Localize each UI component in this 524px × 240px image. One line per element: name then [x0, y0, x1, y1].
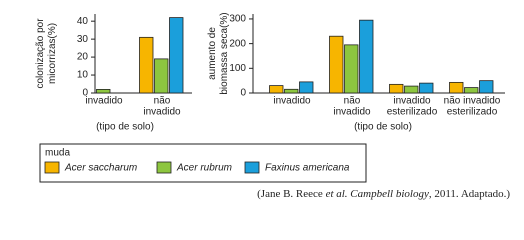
bar — [344, 44, 359, 94]
legend-label: Acer rubrum — [176, 163, 232, 174]
y-tick-label: 300 — [229, 14, 246, 25]
x-tick-label: não — [154, 96, 171, 107]
y-tick-label: 10 — [77, 70, 89, 81]
x-tick-label: invadido — [85, 96, 123, 107]
legend-label: Faxinus americana — [265, 163, 350, 174]
y-axis-label-line: colonização por — [35, 18, 46, 89]
y-tick-label: 0 — [240, 88, 246, 99]
bar — [449, 81, 464, 94]
x-tick-label: invadido — [143, 107, 181, 118]
bar — [359, 19, 374, 94]
x-tick-label: não invadido — [444, 96, 501, 107]
legend-label: Acer saccharum — [64, 163, 137, 174]
citation: (Jane B. Reece et al. Campbell biology, … — [257, 188, 510, 200]
bar — [329, 35, 344, 94]
y-axis-label: colonização pormicorrizas(%) — [35, 18, 58, 89]
bar — [139, 36, 154, 94]
y-tick-label: 0 — [82, 88, 88, 99]
bar — [389, 83, 404, 94]
citation-part: (Jane B. Reece — [257, 188, 325, 200]
y-tick-label: 200 — [229, 38, 246, 49]
legend-swatch — [244, 161, 260, 174]
bar — [284, 88, 299, 94]
figure: muda (Jane B. Reece et al. Campbell biol… — [35, 12, 511, 200]
x-tick-label: esterilizado — [447, 107, 498, 118]
bar — [419, 82, 434, 94]
y-axis-label-line: micorrizas(%) — [47, 23, 58, 84]
bar — [154, 58, 169, 94]
bar — [169, 17, 184, 94]
x-tick-label: esterilizado — [387, 107, 438, 118]
x-tick-label: invadido — [273, 96, 311, 107]
y-axis-label-line: biomassa seca(%) — [219, 12, 230, 94]
y-tick-label: 20 — [77, 52, 89, 63]
bar — [269, 85, 284, 94]
y-tick-label: 30 — [77, 34, 89, 45]
x-tick-label: não — [344, 96, 361, 107]
bar — [96, 89, 111, 94]
citation-part: et al. Campbell biology — [326, 188, 429, 200]
bar — [464, 87, 479, 94]
citation-part: , 2011. Adaptado.) — [429, 188, 510, 200]
x-axis-label: (tipo de solo) — [354, 122, 412, 133]
legend-swatch — [44, 161, 60, 174]
bar — [404, 85, 419, 94]
y-axis-label: aumento debiomassa seca(%) — [207, 12, 230, 94]
x-axis-label: (tipo de solo) — [96, 122, 154, 133]
page: muda (Jane B. Reece et al. Campbell biol… — [34, 12, 511, 200]
y-tick-label: 100 — [229, 63, 246, 74]
bar — [299, 81, 314, 94]
legend-swatch — [156, 161, 172, 174]
y-tick-label: 40 — [77, 16, 89, 27]
x-tick-label: invadido — [333, 107, 371, 118]
legend-title: muda — [45, 148, 70, 159]
legend-box — [39, 143, 367, 183]
x-tick-label: invadido — [393, 96, 431, 107]
y-axis-label-line: aumento de — [207, 27, 218, 80]
bar — [479, 80, 494, 94]
